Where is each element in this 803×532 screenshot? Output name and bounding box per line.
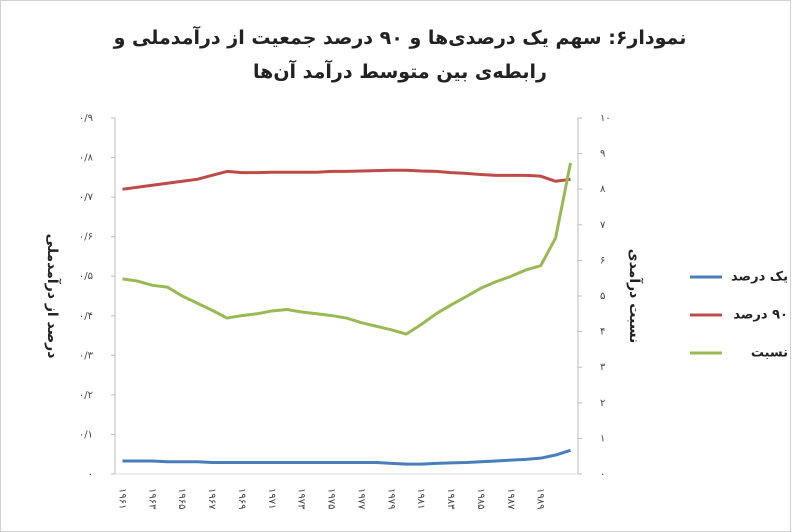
x-tick-label: ۱۹۷۵ [326, 488, 337, 509]
y-tick-label: ۰/۹ [79, 113, 93, 124]
y2-tick-label: ۳ [600, 362, 606, 373]
x-tick-label: ۱۹۶۹ [236, 488, 247, 509]
chart-title: نمودار۶: سهم یک درصدی‌ها و ۹۰ درصد جمعیت… [113, 25, 687, 49]
y-tick-label: ۰/۶ [79, 232, 93, 243]
x-tick-label: ۱۹۷۳ [296, 488, 307, 510]
x-tick-label: ۱۹۶۱ [116, 488, 127, 509]
y2-tick-label: ۲ [600, 398, 605, 409]
series-line [122, 168, 571, 191]
legend-label: یک درصد [731, 270, 788, 285]
x-tick-label: ۱۹۸۱ [415, 488, 426, 509]
y2-tick-label: ۷ [600, 220, 606, 231]
y-tick-label: ۰/۵ [79, 271, 93, 282]
y2-tick-label: ۴ [600, 327, 605, 338]
y-tick-label: ۰ [88, 469, 93, 480]
chart-subtitle: رابطه‌ی بین متوسط درآمد آن‌ها [253, 59, 547, 83]
x-tick-label: ۱۹۸۷ [505, 488, 516, 510]
x-tick-label: ۱۹۶۷ [206, 488, 217, 510]
y2-tick-label: ۵ [600, 291, 605, 302]
y2-tick-label: ۸ [600, 184, 606, 195]
x-tick-label: ۱۹۷۷ [355, 488, 366, 510]
y2-tick-label: ۱۰ [600, 113, 611, 124]
y-tick-label: ۰/۲ [79, 390, 93, 401]
x-tick-label: ۱۹۶۳ [146, 488, 157, 510]
series-line [122, 448, 571, 466]
x-tick-label: ۱۹۸۵ [475, 488, 486, 509]
y-tick-label: ۰/۱ [79, 429, 93, 440]
y-tick-label: ۰/۸ [79, 153, 94, 164]
y-tick-label: ۰/۴ [79, 311, 93, 322]
y-axis-label: درصد از درآمدملی [44, 234, 62, 359]
legend-label: ۹۰ درصد [733, 308, 788, 323]
x-tick-label: ۱۹۷۹ [385, 488, 396, 509]
x-tick-label: ۱۹۸۳ [445, 488, 456, 510]
y2-tick-label: ۶ [600, 255, 605, 266]
y2-tick-label: ۱ [600, 433, 605, 444]
y2-tick-label: ۰ [600, 469, 605, 480]
x-tick-label: ۱۹۶۵ [176, 488, 187, 509]
legend-label: نسبت [751, 346, 788, 361]
series-line [122, 162, 573, 336]
y2-tick-label: ۹ [600, 149, 605, 160]
x-tick-label: ۱۹۸۹ [535, 488, 546, 509]
y-tick-label: ۰/۷ [79, 192, 94, 203]
y-tick-label: ۰/۳ [79, 350, 94, 361]
x-tick-label: ۱۹۷۱ [266, 488, 277, 509]
y2-axis-label: نسبت درآمدی [626, 249, 644, 344]
